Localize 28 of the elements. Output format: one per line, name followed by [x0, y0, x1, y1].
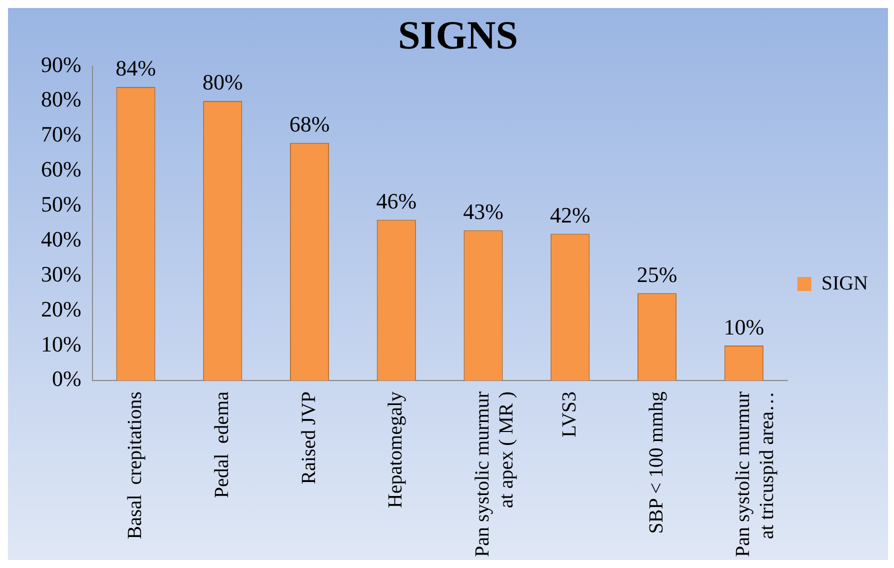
y-tick-label: 30%: [41, 261, 82, 286]
x-tick-label: Pan systolic murmur at apex ( MR ): [472, 391, 518, 557]
x-tick-label: Hepatomegaly: [384, 391, 407, 508]
y-tick-label: 70%: [41, 122, 82, 147]
y-tick-label: 50%: [41, 192, 82, 217]
data-label: 10%: [724, 314, 764, 340]
x-tick-label: Pan systolic murmur at tricuspid area…: [732, 391, 778, 557]
x-tick-label: Pedal edema: [210, 391, 233, 498]
data-label: 25%: [636, 262, 678, 287]
x-tick-label: LVS3: [558, 391, 580, 438]
y-tick-label: 40%: [41, 226, 82, 252]
x-tick-label: SBP < 100 mmhg: [645, 391, 668, 534]
y-tick-label: 80%: [41, 86, 82, 112]
x-tick-label: Basal crepitations: [124, 391, 146, 540]
y-tick-label: 0%: [52, 366, 82, 392]
y-tick-label: 10%: [41, 331, 82, 356]
data-label: 68%: [289, 112, 330, 137]
data-label: 80%: [202, 70, 243, 95]
chart-title: SIGNS: [398, 12, 518, 58]
y-tick-label: 90%: [41, 52, 82, 77]
legend-label: SIGN: [821, 272, 868, 294]
data-label: 42%: [550, 202, 590, 228]
y-tick-label: 60%: [41, 156, 82, 182]
data-label: 84%: [116, 56, 156, 81]
data-label: 43%: [463, 198, 504, 224]
y-tick-label: 20%: [41, 296, 82, 322]
x-tick-label: Raised JVP: [298, 391, 320, 484]
data-label: 46%: [376, 188, 417, 214]
